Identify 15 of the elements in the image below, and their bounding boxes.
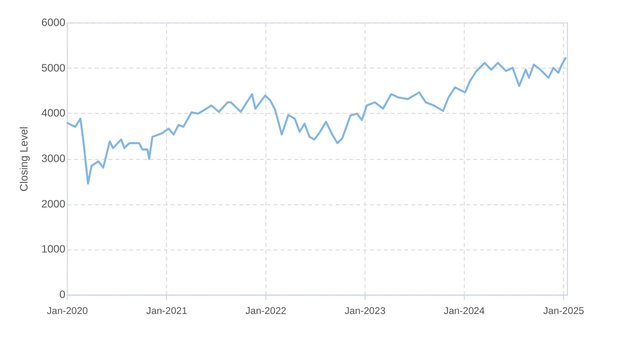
y-tick-label: 2000 [41,198,66,210]
y-tick-label: 4000 [41,108,66,120]
x-tick-label: Jan-2023 [344,306,386,317]
x-tick-label: Jan-2025 [543,306,585,317]
y-tick-label: 6000 [41,16,66,29]
y-tick-label: 5000 [41,62,66,74]
y-tick-label: 1000 [41,244,66,256]
x-tick-label: Jan-2024 [444,306,486,317]
y-axis-title: Closing Level [18,126,31,192]
y-tick-label: 3000 [41,152,66,165]
x-tick-label: Jan-2021 [146,306,188,317]
y-tick-label: 0 [59,289,66,302]
x-tick-label: Jan-2020 [46,306,88,317]
line-series [66,56,567,184]
x-tick-label: Jan-2022 [245,306,286,317]
